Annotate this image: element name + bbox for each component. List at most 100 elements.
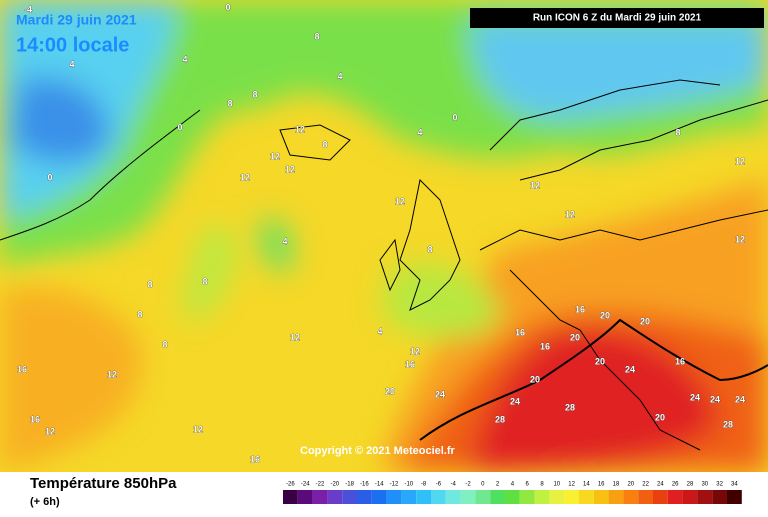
contour-label: 24: [710, 394, 720, 404]
contour-label: 0: [177, 122, 182, 132]
scale-swatch: [667, 490, 683, 504]
scale-swatch: [342, 490, 357, 504]
contour-label: 20: [655, 412, 665, 422]
scale-swatch: [460, 490, 476, 504]
scale-label: 6: [526, 482, 530, 488]
scale-swatch: [297, 490, 313, 504]
scale-label: -10: [404, 482, 413, 488]
scale-label: 20: [627, 482, 634, 488]
contour-label: 4: [182, 54, 187, 64]
scale-label: 12: [568, 482, 575, 488]
contour-label: 8: [162, 339, 167, 349]
contour-label: 28: [723, 419, 733, 429]
scale-swatch: [549, 490, 565, 504]
contour-label: 12: [395, 196, 405, 206]
contour-label: 20: [530, 374, 540, 384]
contour-label: 16: [575, 304, 585, 314]
contour-label: 12: [290, 332, 300, 342]
scale-swatch: [564, 490, 579, 504]
contour-labels: -4 0 0 0 4 4 4 4 8 8 8 8 8 8 8 8 0 4 4 12 12 12 12 12 12 12 12 12 12…: [17, 2, 746, 465]
scale-swatch: [638, 490, 653, 504]
time: 14:00 locale: [16, 34, 129, 56]
contour-label: 8: [252, 89, 257, 99]
scale-label: 22: [642, 482, 649, 488]
contour-label: 24: [690, 392, 700, 402]
scale-swatch: [519, 490, 535, 504]
scale-swatch: [579, 490, 594, 504]
contour-label: 12: [735, 234, 745, 244]
contour-label: 24: [510, 396, 520, 406]
color-scale: -26 -24 -22 -20 -18 -16 -14 -12 -10 -8 -6 -4 -2 0 2 4 6 8…: [283, 482, 742, 504]
contour-label: 8: [227, 98, 232, 108]
scale-swatch: [371, 490, 387, 504]
scale-label: -26: [286, 482, 295, 488]
contour-label: 12: [735, 156, 745, 166]
contour-label: 0: [47, 172, 52, 182]
scale-swatch: [357, 490, 372, 504]
scale-swatch: [490, 490, 505, 504]
footer-title: Température 850hPa: [30, 475, 177, 492]
contour-label: 8: [322, 139, 327, 149]
scale-label: 26: [672, 482, 679, 488]
scale-swatch: [682, 490, 698, 504]
contour-label: 12: [193, 424, 203, 434]
scale-swatch: [283, 490, 298, 504]
scale-swatch: [401, 490, 417, 504]
contour-label: 20: [640, 316, 650, 326]
contour-label: 16: [540, 341, 550, 351]
contour-label: -4: [24, 4, 32, 14]
scale-swatch: [653, 490, 668, 504]
contour-label: 12: [45, 426, 55, 436]
contour-label: 16: [250, 454, 260, 464]
contour-label: 28: [565, 402, 575, 412]
scale-swatch: [608, 490, 624, 504]
contour-label: 8: [137, 309, 142, 319]
contour-label: 4: [337, 71, 342, 81]
contour-label: 20: [570, 332, 580, 342]
footer-step: (+ 6h): [30, 496, 60, 508]
scale-label: 18: [613, 482, 620, 488]
contour-label: 8: [202, 276, 207, 286]
contour-label: 12: [270, 151, 280, 161]
scale-label: 14: [583, 482, 590, 488]
scale-label: -14: [375, 482, 384, 488]
scale-label: 2: [496, 482, 500, 488]
coastlines: [0, 79, 768, 451]
contour-label: 8: [147, 279, 152, 289]
scale-label: 30: [701, 482, 708, 488]
scale-swatch: [534, 490, 550, 504]
contour-label: 16: [515, 327, 525, 337]
contour-label: 4: [377, 326, 382, 336]
contour-label: 4: [417, 127, 422, 137]
contour-label: 8: [675, 127, 680, 137]
contour-label: 12: [240, 172, 250, 182]
contour-label: 0: [225, 2, 230, 12]
contour-label: 0: [452, 112, 457, 122]
copyright: Copyright © 2021 Meteociel.fr: [300, 445, 456, 457]
scale-label: -12: [390, 482, 399, 488]
scale-swatch: [697, 490, 713, 504]
scale-label: 28: [687, 482, 694, 488]
scale-swatch: [505, 490, 520, 504]
contour-label: 20: [385, 386, 395, 396]
scale-label: -18: [345, 482, 354, 488]
contour-label: 28: [495, 414, 505, 424]
contour-label: 12: [410, 346, 420, 356]
contour-label: 12: [107, 369, 117, 379]
scale-label: 0: [481, 482, 485, 488]
run-box: [470, 8, 764, 28]
contour-label: 24: [625, 364, 635, 374]
scale-swatch: [712, 490, 727, 504]
contour-label: 16: [17, 364, 27, 374]
scale-label: -4: [451, 482, 457, 488]
contour-label: 4: [69, 59, 74, 69]
scale-swatch: [593, 490, 609, 504]
scale-swatch: [475, 490, 491, 504]
contour-label: 16: [675, 356, 685, 366]
scale-swatch: [327, 490, 343, 504]
scale-swatch: [445, 490, 461, 504]
scale-swatch: [727, 490, 742, 504]
scale-label: -24: [301, 482, 310, 488]
scale-label: 32: [716, 482, 723, 488]
